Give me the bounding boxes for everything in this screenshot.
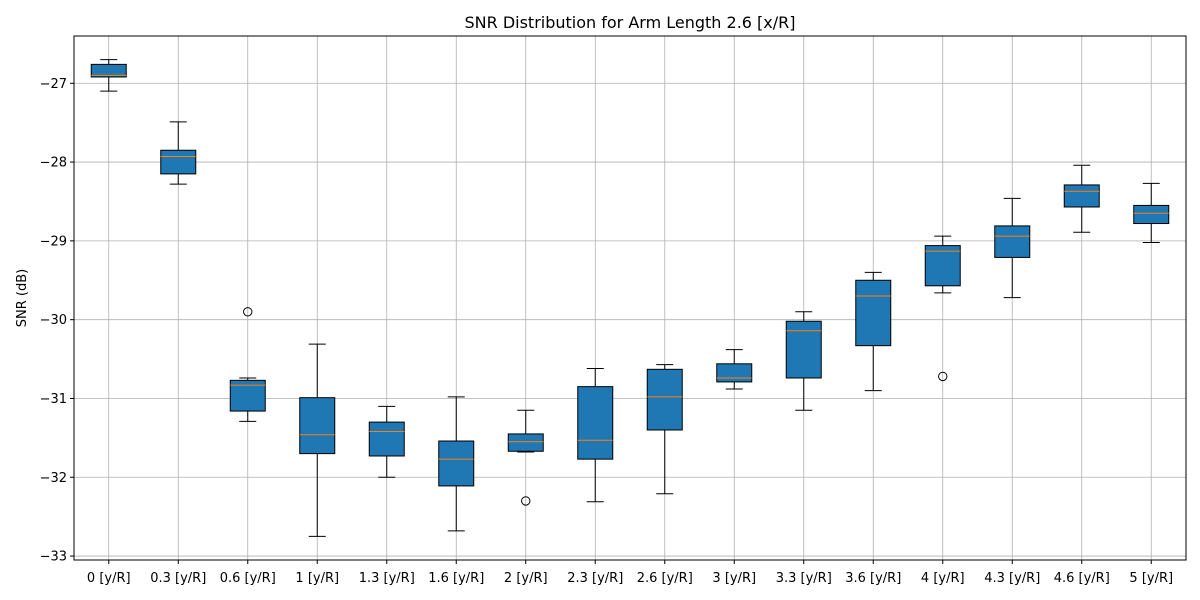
grid-layer — [74, 36, 1186, 560]
boxes-layer — [90, 59, 1170, 537]
ticks-layer: −27 −28 −29 −30 −31 −32 −33 0 [y/R] 0.3 [y/R] 0.6… — [40, 77, 1174, 586]
x-tick-label: 3.6 [y/R] — [845, 571, 901, 586]
chart-title: SNR Distribution for Arm Length 2.6 [x/R… — [464, 13, 795, 32]
x-tick-label: 1.3 [y/R] — [359, 571, 415, 586]
box-body — [368, 421, 405, 457]
plot-frame — [73, 35, 1187, 561]
box-13 — [924, 235, 961, 382]
box-7 — [507, 409, 544, 506]
x-tick-label: 2.3 [y/R] — [567, 571, 623, 586]
box-6 — [438, 396, 475, 532]
x-tick-label: 3.3 [y/R] — [776, 571, 832, 586]
box-body — [855, 279, 892, 347]
x-tick-label: 4.6 [y/R] — [1054, 571, 1110, 586]
box-body — [299, 397, 336, 455]
outlier-point — [521, 496, 531, 506]
box-body — [646, 368, 683, 431]
y-tick-label: −31 — [40, 392, 67, 407]
x-tick-label: 0.6 [y/R] — [220, 571, 276, 586]
box-11 — [785, 311, 822, 411]
box-body — [160, 149, 197, 175]
x-tick-label: 3 [y/R] — [712, 571, 756, 586]
box-1 — [90, 59, 127, 92]
box-body — [924, 245, 961, 287]
box-10 — [716, 349, 753, 390]
y-tick-label: −33 — [40, 550, 67, 565]
box-body — [1133, 204, 1170, 225]
box-body — [438, 440, 475, 487]
box-9 — [646, 364, 683, 495]
box-2 — [160, 121, 197, 185]
y-tick-label: −29 — [40, 234, 67, 249]
box-4 — [299, 343, 336, 537]
x-tick-label: 1 [y/R] — [295, 571, 339, 586]
box-body — [90, 63, 127, 78]
box-3 — [229, 307, 266, 422]
box-body — [785, 320, 822, 379]
y-tick-label: −32 — [40, 471, 67, 486]
box-body — [1063, 184, 1100, 208]
x-tick-label: 5 [y/R] — [1129, 571, 1173, 586]
x-tick-label: 4 [y/R] — [921, 571, 965, 586]
x-tick-label: 4.3 [y/R] — [984, 571, 1040, 586]
x-tick-label: 2 [y/R] — [504, 571, 548, 586]
x-tick-label: 1.6 [y/R] — [428, 571, 484, 586]
box-8 — [577, 368, 614, 503]
x-tick-label: 0 [y/R] — [87, 571, 131, 586]
y-tick-label: −27 — [40, 77, 67, 92]
box-body — [507, 433, 544, 452]
box-body — [994, 225, 1031, 258]
box-body — [577, 386, 614, 460]
outlier-point — [243, 307, 253, 317]
box-16 — [1133, 182, 1170, 243]
y-axis-label: SNR (dB) — [15, 269, 30, 327]
x-tick-label: 0.3 [y/R] — [150, 571, 206, 586]
box-14 — [994, 197, 1031, 299]
outlier-point — [938, 371, 948, 382]
y-tick-label: −30 — [40, 313, 67, 328]
box-body — [716, 363, 753, 383]
x-tick-label: 2.6 [y/R] — [637, 571, 693, 586]
box-5 — [368, 405, 405, 478]
y-tick-label: −28 — [40, 156, 67, 171]
box-15 — [1063, 164, 1100, 233]
box-12 — [855, 271, 892, 392]
